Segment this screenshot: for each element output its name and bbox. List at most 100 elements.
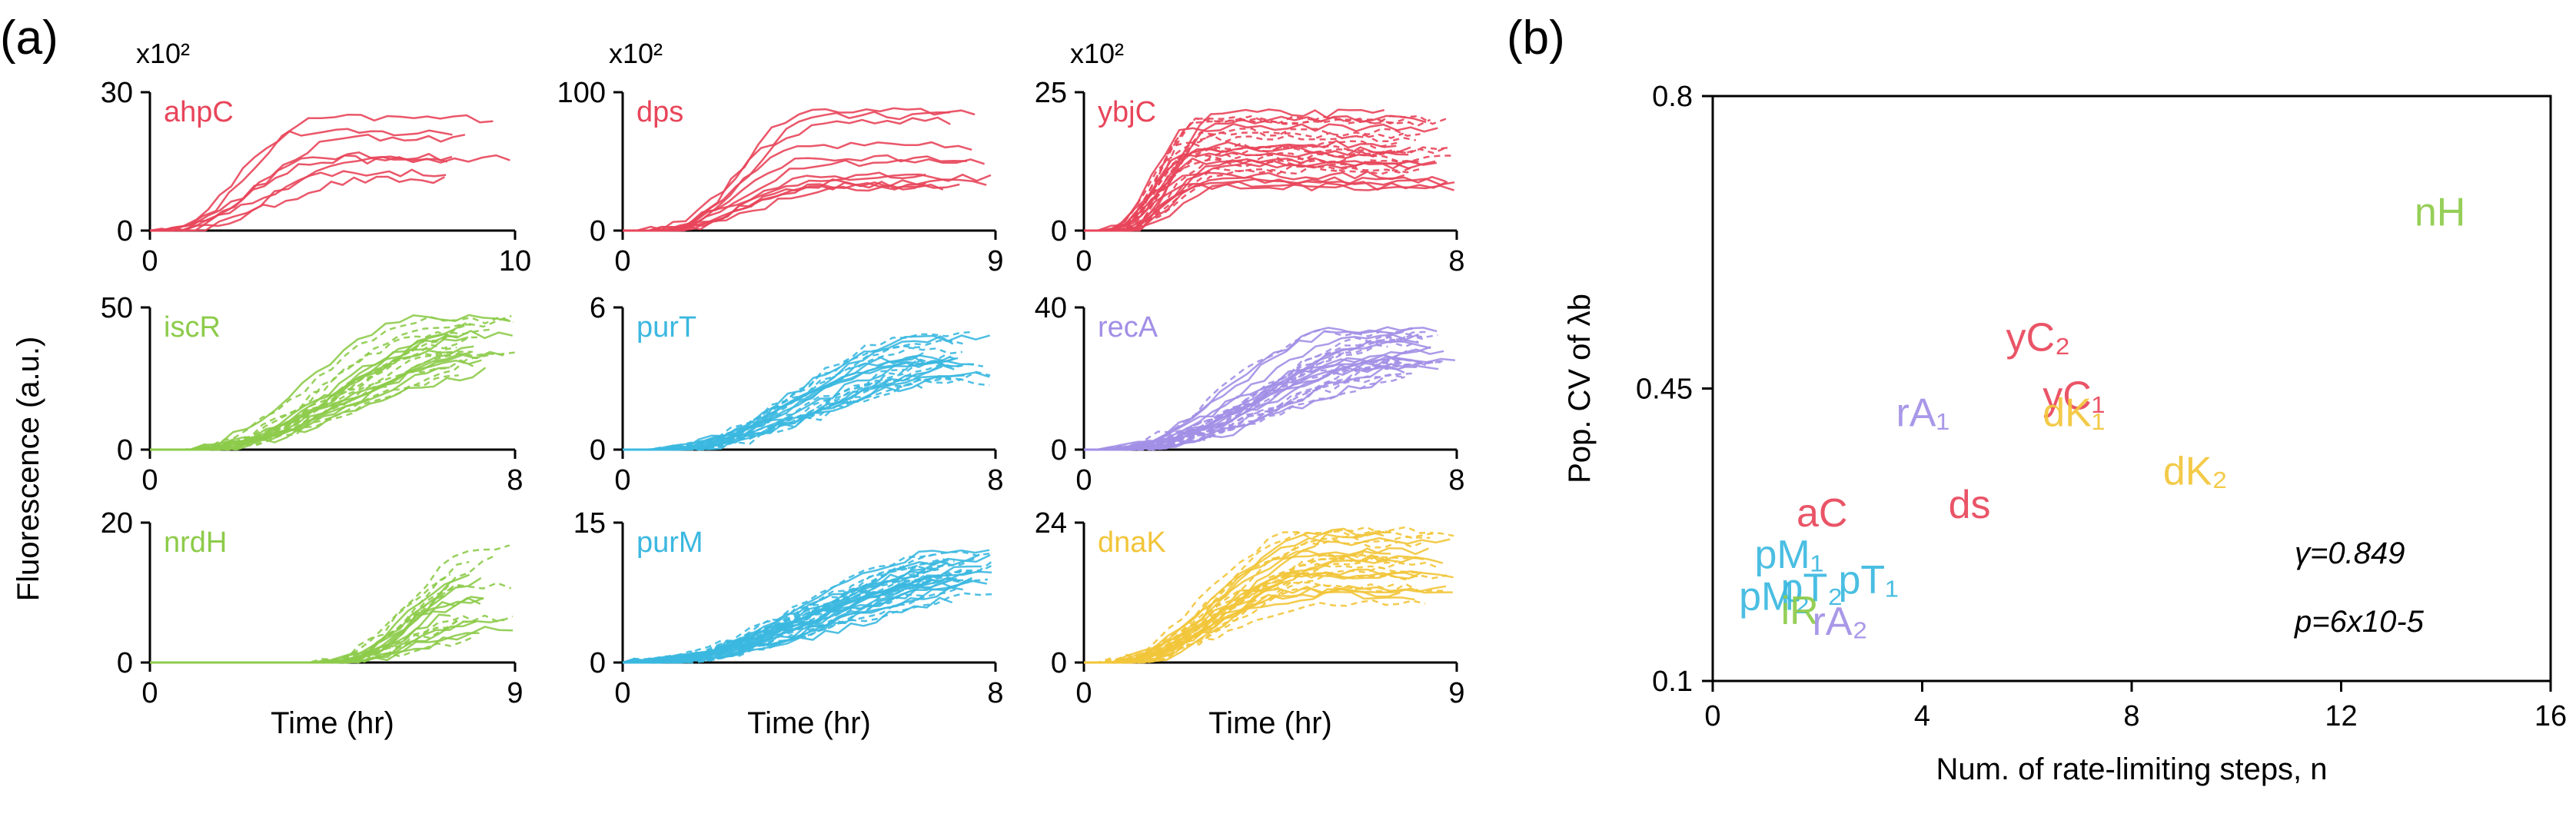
- trace-line: [622, 577, 989, 664]
- y-tick-label: 0: [590, 215, 606, 247]
- trace-line: [623, 141, 972, 232]
- trace-line: [622, 553, 980, 664]
- trace-line: [623, 575, 922, 664]
- trace-line: [1084, 552, 1387, 664]
- trace-line: [150, 582, 512, 664]
- trace-line: [1084, 566, 1418, 664]
- scatter-point-label: pM₁: [1755, 533, 1824, 577]
- gene-label: ahpC: [164, 96, 234, 128]
- trace-line: [150, 314, 511, 451]
- scatter-point-label: nH: [2415, 191, 2465, 235]
- trace-line: [623, 550, 992, 664]
- scatter-point-label: pT₁: [1839, 558, 1899, 603]
- y-tick-label: 0.1: [1652, 666, 1693, 698]
- trace-line: [150, 554, 497, 664]
- x-tick-label: 0: [1075, 677, 1092, 709]
- x-tick-label: 0: [1075, 245, 1092, 277]
- panel-b-scatter: 0 4 8 12 16 0.1 0.45 0.8 Num. of rate-limiting s…: [1563, 81, 2567, 786]
- scatter-x-label: Num. of rate-limiting steps, n: [1936, 752, 2327, 786]
- subplot-recA: 0 8 0 40 recA: [1035, 292, 1465, 497]
- trace-line: [150, 584, 461, 664]
- trace-line: [623, 364, 955, 451]
- gene-label: dnaK: [1098, 526, 1166, 559]
- x-axis-label: Time (hr): [271, 706, 394, 740]
- subplot-dps: 0 9 0 100 dps x10²: [557, 38, 1004, 277]
- gene-label: nrdH: [164, 526, 227, 559]
- scatter-point-label: ds: [1949, 483, 1991, 527]
- subplot-purT: 0 8 0 6 purT: [590, 292, 1004, 497]
- x-tick-label: 0: [614, 245, 630, 277]
- trace-line: [1084, 108, 1385, 232]
- trace-line: [1084, 131, 1404, 232]
- trace-line: [623, 377, 952, 451]
- trace-line: [1084, 152, 1456, 232]
- trace-line: [150, 168, 447, 232]
- trace-line: [623, 330, 974, 451]
- panel-a-label: (a): [0, 12, 58, 65]
- gene-label: purT: [637, 311, 696, 344]
- scatter-point-label: iR: [1781, 589, 1819, 633]
- trace-line: [623, 560, 995, 664]
- subplot-iscR: 0 8 0 50 iscR: [101, 292, 524, 497]
- x-tick-label: 0: [141, 464, 158, 497]
- x-tick-label: 9: [987, 245, 1003, 277]
- trace-line: [1084, 583, 1448, 664]
- trace-line: [622, 566, 939, 664]
- gene-label: recA: [1098, 311, 1158, 344]
- trace-line: [623, 116, 951, 232]
- x-tick-label: 0: [614, 677, 630, 709]
- trace-line: [623, 173, 992, 232]
- trace-line: [1084, 122, 1438, 232]
- trace-line: [1084, 133, 1417, 232]
- trace-line: [150, 128, 453, 232]
- trace-line: [1084, 358, 1441, 451]
- trace-line: [150, 351, 515, 451]
- trace-line: [1084, 561, 1441, 664]
- x-tick-label: 4: [1914, 700, 1930, 732]
- x-tick-label: 0: [1075, 464, 1092, 497]
- x-tick-label: 8: [1448, 245, 1464, 277]
- y-tick-label: 0: [117, 647, 133, 679]
- panel-b-label: (b): [1507, 12, 1565, 65]
- y-tick-label: 0: [117, 215, 133, 247]
- trace-line: [1084, 144, 1448, 232]
- x-tick-label: 0: [141, 677, 158, 709]
- trace-line: [150, 346, 457, 451]
- trace-line: [623, 576, 972, 664]
- trace-line: [1084, 115, 1411, 232]
- x-tick-label: 8: [1448, 464, 1464, 497]
- scatter-y-label: Pop. CV of λb: [1563, 294, 1597, 483]
- trace-line: [623, 382, 926, 451]
- trace-line: [1084, 555, 1397, 664]
- trace-line: [1084, 178, 1455, 232]
- gene-label: purM: [637, 526, 703, 559]
- trace-line: [150, 175, 445, 232]
- x-tick-label: 0: [1704, 700, 1720, 732]
- x-tick-label: 8: [2123, 700, 2139, 732]
- y-tick-label: 30: [101, 77, 133, 109]
- y-tick-label: 0: [1051, 434, 1067, 467]
- scatter-point-label: yC₂: [2006, 316, 2071, 360]
- y-tick-label: 100: [557, 77, 606, 109]
- y-tick-label: 15: [573, 507, 606, 540]
- y-tick-label: 0: [1051, 647, 1067, 679]
- trace-line: [150, 595, 446, 664]
- scatter-point-label: pM₂: [1739, 575, 1810, 619]
- trace-line: [1084, 538, 1425, 664]
- x-tick-label: 9: [1448, 677, 1464, 709]
- x-tick-label: 10: [499, 245, 531, 277]
- x-axis-label: Time (hr): [1208, 706, 1332, 740]
- trace-line: [1084, 581, 1395, 664]
- y-tick-label: 0: [1051, 215, 1067, 247]
- trace-line: [1084, 128, 1421, 232]
- trace-line: [1084, 344, 1388, 451]
- trace-line: [1084, 165, 1421, 232]
- x-tick-label: 9: [507, 677, 523, 709]
- trace-line: [623, 181, 927, 232]
- trace-line: [1084, 526, 1434, 664]
- trace-line: [1084, 158, 1406, 232]
- trace-line: [150, 324, 474, 451]
- trace-line: [1084, 554, 1390, 664]
